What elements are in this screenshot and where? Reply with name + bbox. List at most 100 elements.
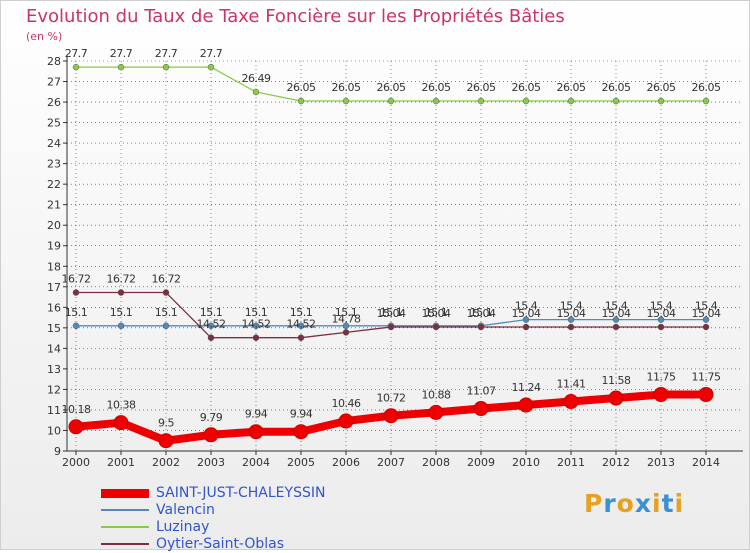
data-point-1 [612,316,620,323]
data-point-0 [248,424,264,440]
data-point-0 [68,419,84,435]
logo-letter: o [616,489,635,518]
data-point-2 [387,97,395,105]
data-label-3: 15.04 [512,307,541,320]
data-label-2: 26.05 [692,81,721,94]
y-tick-label: 26 [47,96,61,109]
logo-letter: t [661,489,675,518]
data-point-3 [477,323,485,331]
data-label-1: 15.1 [110,306,133,319]
data-point-2 [162,63,170,71]
legend-swatch-oytier [101,543,149,545]
data-label-2: 26.05 [422,81,451,94]
data-point-1 [207,322,215,330]
data-label-1: 15.1 [470,306,493,319]
data-label-2: 26.05 [287,81,316,94]
data-label-3: 16.72 [107,273,136,286]
data-point-1 [72,322,80,330]
y-tick-label: 9 [54,445,61,458]
data-label-2: 27.7 [155,47,178,60]
data-label-2: 27.7 [65,47,88,60]
data-label-3: 15.04 [377,307,406,320]
x-tick-label: 2001 [107,456,135,469]
data-label-2: 26.05 [377,81,406,94]
data-label-0: 11.41 [557,378,586,391]
data-label-3: 15.04 [602,307,631,320]
legend-swatch-valencin [101,509,149,511]
chart-title: Evolution du Taux de Taxe Foncière sur l… [26,6,565,27]
data-point-3 [522,323,530,331]
data-point-3 [342,329,350,336]
data-label-0: 11.58 [602,374,631,387]
data-point-0 [653,387,669,403]
data-point-2 [432,97,440,105]
y-tick-label: 14 [47,342,61,355]
data-point-0 [293,424,309,440]
y-tick-label: 17 [47,281,61,294]
logo-letter: i [674,489,685,518]
x-tick-label: 2000 [62,456,90,469]
y-tick-label: 12 [47,383,61,396]
legend-swatch-saint-just [101,489,149,498]
line-chart: 9 10 11 12 13 14 15 16 17 18 19 20 21 22 23 24 25 26 27 28 2… [47,47,743,469]
y-tick-label: 11 [47,404,61,417]
data-point-1 [162,322,170,330]
data-label-1: 15.4 [515,300,538,313]
data-label-3: 15.04 [557,307,586,320]
x-tick-label: 2009 [467,456,495,469]
x-tick-label: 2002 [152,456,180,469]
data-label-0: 11.75 [692,371,721,384]
data-point-0 [473,401,489,417]
data-label-3: 15.04 [692,307,721,320]
data-point-3 [387,323,395,331]
data-label-1: 15.4 [650,300,673,313]
data-point-2 [702,97,710,105]
legend-swatch-luzinay [101,526,149,528]
data-label-0: 11.75 [647,371,676,384]
data-point-2 [612,97,620,105]
data-point-0 [158,433,174,449]
data-label-2: 26.05 [647,81,676,94]
data-point-0 [203,427,219,443]
legend-label-oytier: Oytier-Saint-Oblas [156,536,285,552]
data-label-1: 15.1 [245,306,268,319]
y-tick-label: 21 [47,199,61,212]
x-tick-label: 2007 [377,456,405,469]
data-point-3 [432,323,440,331]
data-label-0: 10.18 [62,403,91,416]
data-point-3 [252,334,260,341]
data-point-3 [297,334,305,341]
data-label-0: 10.72 [377,392,406,405]
data-point-1 [567,316,575,323]
data-point-1 [702,316,710,323]
data-point-3 [702,323,710,331]
data-point-2 [207,63,215,71]
data-label-1: 15.1 [290,306,313,319]
data-point-3 [657,323,665,331]
y-tick-label: 18 [47,260,61,273]
legend-label-saint-just: SAINT-JUST-CHALEYSSIN [156,485,326,501]
data-label-3: 14.52 [197,318,226,331]
data-point-1 [297,322,305,330]
data-label-1: 15.1 [65,306,88,319]
data-point-2 [72,63,80,71]
data-point-2 [252,88,260,96]
data-label-0: 10.46 [332,397,361,410]
data-label-0: 9.79 [200,411,223,424]
y-tick-label: 24 [47,137,61,150]
data-point-2 [567,97,575,105]
data-point-2 [477,97,485,105]
data-point-3 [567,323,575,331]
y-axis-unit: (en %) [26,30,63,43]
data-point-3 [612,323,620,331]
data-label-0: 9.5 [158,417,174,430]
y-tick-label: 10 [47,424,61,437]
data-point-0 [698,387,714,403]
data-point-2 [117,63,125,71]
x-tick-label: 2003 [197,456,225,469]
data-point-1 [522,316,530,323]
y-tick-label: 28 [47,55,61,68]
data-point-2 [657,97,665,105]
data-point-0 [428,404,444,420]
y-tick-label: 23 [47,158,61,171]
